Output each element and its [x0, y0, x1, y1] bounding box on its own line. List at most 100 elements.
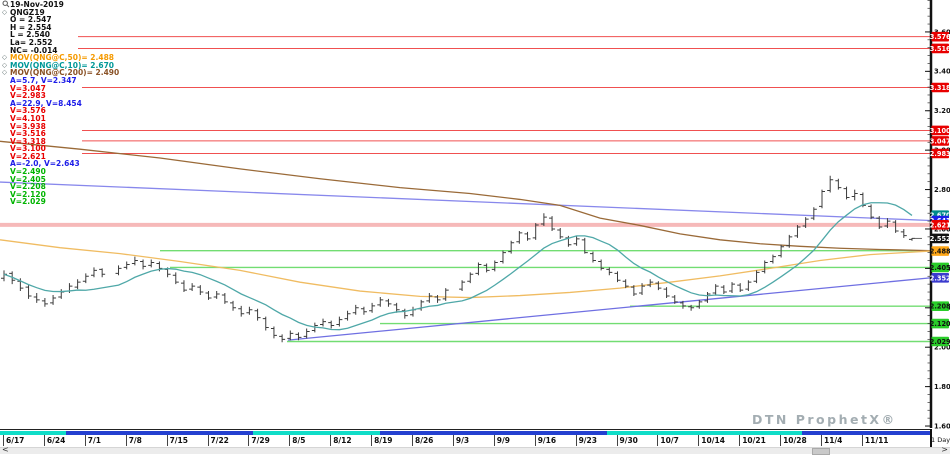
date-label: 9/3 — [455, 436, 470, 445]
legend-text: MOV(QNG@C,10)= 2.670 — [10, 60, 115, 70]
legend-line: 19-Nov-2019 — [2, 0, 119, 9]
session-band-segment — [380, 431, 607, 436]
ohlc-bar — [540, 213, 547, 227]
legend-text: V=2.983 — [10, 91, 46, 101]
ohlc-bar — [197, 285, 204, 295]
y-axis-tick-label: 3.400 — [934, 68, 950, 76]
legend-line: ◇ MOV(QNG@C,200)= 2.490 — [2, 69, 119, 77]
legend-text: V=4.101 — [10, 113, 46, 123]
diamond-icon: ◇ — [2, 60, 7, 69]
ohlc-bar — [549, 216, 556, 231]
legend-text: V=3.516 — [10, 129, 46, 139]
date-tick — [861, 435, 863, 446]
price-badge-label: 2.029 — [930, 338, 950, 346]
ohlc-bar — [140, 259, 147, 270]
ma10-line — [3, 202, 913, 331]
ohlc-bar — [25, 285, 32, 299]
date-label: 10/28 — [783, 436, 807, 445]
ma50-line — [0, 239, 931, 299]
y-axis-tick-label: 1.600 — [934, 422, 950, 429]
date-label: 6/17 — [6, 436, 25, 445]
ohlc-bar — [148, 259, 155, 268]
ohlc-bar — [794, 225, 801, 238]
scroll-thumb[interactable] — [812, 448, 830, 455]
axis-corner-divider — [930, 429, 932, 447]
legend-text: V=3.100 — [10, 144, 46, 154]
watermark: DTN ProphetX® — [752, 412, 897, 427]
ohlc-bar — [876, 216, 883, 229]
ohlc-bar — [401, 308, 408, 319]
legend-line: V=3.938 — [2, 121, 119, 131]
ohlc-bar — [491, 260, 498, 272]
ohlc-bar — [254, 308, 261, 321]
date-tick — [330, 435, 332, 446]
ohlc-bar — [303, 328, 310, 339]
ohlc-bar — [262, 316, 269, 331]
ohlc-bar — [720, 285, 727, 295]
legend-text: H = 2.554 — [10, 22, 52, 32]
date-label: 9/30 — [619, 436, 638, 445]
price-badge — [931, 31, 949, 42]
date-label: 7/8 — [128, 436, 142, 445]
scroll-right-arrow[interactable]: > — [941, 445, 948, 454]
date-label: 9/23 — [578, 436, 597, 445]
legend-line: V=3.318 — [2, 138, 119, 146]
price-chart[interactable]: 3.6003.4003.2003.0002.8002.6002.4002.200… — [0, 0, 950, 429]
date-label: 11/4 — [824, 436, 843, 445]
ohlc-bar — [99, 268, 106, 278]
ohlc-bar — [213, 291, 220, 299]
legend-line: L = 2.540 — [2, 31, 119, 39]
ohlc-bar — [810, 207, 817, 221]
legend-line: A=-2.0, V=2.643 — [2, 160, 119, 168]
interval-button[interactable]: 1 Day — [931, 436, 950, 444]
price-bars — [1, 175, 915, 343]
price-badge — [931, 318, 949, 329]
y-axis-tick-label: 2.800 — [934, 186, 950, 194]
ohlc-bar — [753, 270, 760, 284]
session-band-segment — [253, 431, 380, 436]
price-badge-label: 2.670 — [930, 212, 950, 220]
ohlc-bar — [647, 279, 654, 288]
date-tick — [207, 435, 209, 446]
date-axis[interactable]: 6/17 6/24 7/1 7/8 7/15 7/22 7/29 8/5 8/12 8/19 8/2… — [0, 435, 930, 447]
ohlc-bar — [50, 294, 57, 305]
date-tick — [534, 435, 536, 446]
ohlc-bar — [802, 217, 809, 228]
legend-line: V=3.100 — [2, 145, 119, 153]
ohlc-bar — [467, 272, 474, 284]
price-badges: 3.5763.5163.3183.1003.0472.9832.6702.643… — [930, 31, 950, 347]
ohlc-bar — [778, 244, 785, 258]
ohlc-bar — [884, 218, 891, 228]
ohlc-bar — [344, 310, 351, 321]
date-tick — [452, 435, 454, 446]
session-band-segment — [607, 431, 802, 436]
scroll-left-arrow[interactable]: < — [2, 445, 9, 454]
legend-text: La= 2.552 — [10, 37, 53, 47]
ohlc-bar — [589, 251, 596, 263]
ohlc-bar — [835, 178, 842, 190]
legend-line: V=3.576 — [2, 107, 119, 115]
legend-text: V=2.621 — [10, 151, 46, 161]
y-axis-ticks — [927, 0, 930, 427]
date-label: 7/22 — [210, 436, 229, 445]
ohlc-bar — [442, 288, 449, 301]
legend-line: V=2.029 — [2, 198, 119, 206]
ohlc-bar — [270, 326, 277, 339]
legend-text: A=5.7, V=2.347 — [10, 75, 77, 85]
date-tick — [84, 435, 86, 446]
date-tick — [289, 435, 291, 446]
price-badge — [931, 273, 949, 283]
date-tick — [371, 435, 373, 446]
price-badge — [931, 125, 949, 136]
ohlc-bar — [745, 280, 752, 292]
ohlc-bar — [729, 282, 736, 294]
legend-text: V=3.938 — [10, 121, 46, 131]
ohlc-bar — [41, 297, 48, 307]
legend-text: A=22.9, V=8.454 — [10, 98, 82, 108]
date-label: 8/26 — [415, 436, 434, 445]
ohlc-bar — [205, 291, 212, 300]
ohlc-bar — [426, 293, 433, 303]
ohlc-bar — [189, 283, 196, 292]
date-tick — [248, 435, 250, 446]
ohlc-bar — [696, 299, 703, 309]
